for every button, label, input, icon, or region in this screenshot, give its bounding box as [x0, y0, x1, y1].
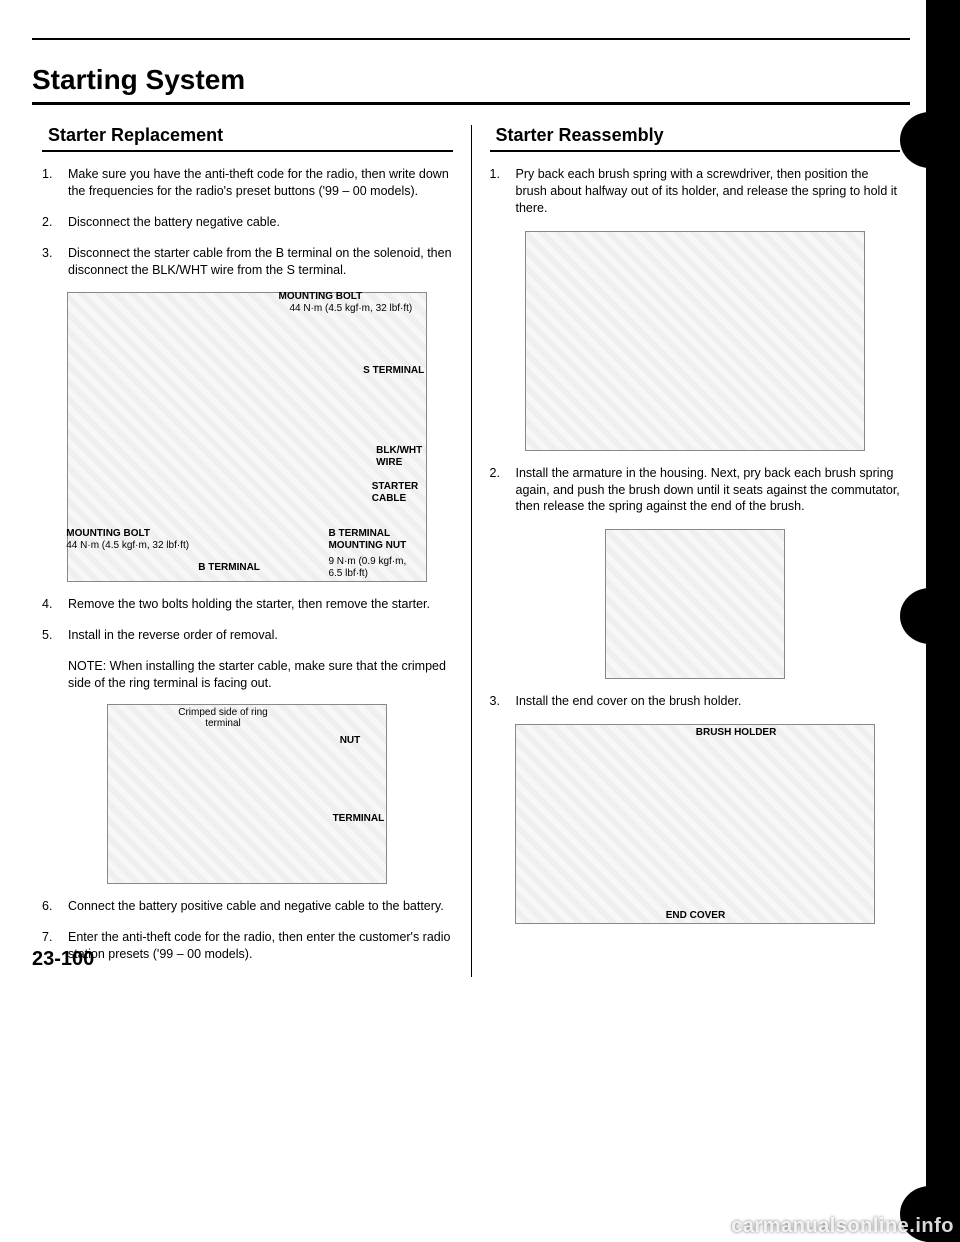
- steps-right-3: Install the end cover on the brush holde…: [490, 693, 901, 710]
- step: Enter the anti-theft code for the radio,…: [42, 929, 453, 963]
- label-s-terminal: S TERMINAL: [363, 365, 424, 377]
- steps-right-2: Install the armature in the housing. Nex…: [490, 465, 901, 516]
- diagram-ring-terminal: Crimped side of ring terminal NUT TERMIN…: [42, 704, 453, 884]
- label-mounting-bolt-left-spec: 44 N·m (4.5 kgf·m, 32 lbf·ft): [66, 540, 189, 552]
- label-brush-holder: BRUSH HOLDER: [696, 727, 777, 739]
- step: Disconnect the starter cable from the B …: [42, 245, 453, 279]
- columns: Starter Replacement Make sure you have t…: [32, 125, 910, 977]
- step: Remove the two bolts holding the starter…: [42, 596, 453, 613]
- steps-left-3: Connect the battery positive cable and n…: [42, 898, 453, 963]
- step: Install in the reverse order of removal.: [42, 627, 453, 644]
- label-mounting-bolt-top: MOUNTING BOLT: [279, 291, 363, 303]
- diagram-end-cover: BRUSH HOLDER END COVER: [490, 724, 901, 924]
- step: Make sure you have the anti-theft code f…: [42, 166, 453, 200]
- label-mounting-bolt-left: MOUNTING BOLT: [66, 528, 150, 540]
- note: NOTE: When installing the starter cable,…: [42, 658, 453, 692]
- section-title-right: Starter Reassembly: [490, 125, 901, 146]
- step: Pry back each brush spring with a screwd…: [490, 166, 901, 217]
- title-underline: [32, 102, 910, 105]
- title-overline: [32, 38, 910, 40]
- label-terminal: TERMINAL: [333, 813, 385, 825]
- label-mounting-bolt-top-spec: 44 N·m (4.5 kgf·m, 32 lbf·ft): [289, 303, 412, 315]
- step: Install the end cover on the brush holde…: [490, 693, 901, 710]
- page-content: Starting System Starter Replacement Make…: [0, 0, 960, 997]
- column-left: Starter Replacement Make sure you have t…: [32, 125, 472, 977]
- label-b-terminal-nut: B TERMINAL MOUNTING NUT: [328, 528, 406, 551]
- label-nut: NUT: [340, 735, 361, 747]
- section-underline: [490, 150, 901, 152]
- label-b-terminal: B TERMINAL: [198, 562, 260, 574]
- steps-left-1: Make sure you have the anti-theft code f…: [42, 166, 453, 278]
- step: Connect the battery positive cable and n…: [42, 898, 453, 915]
- steps-right-1: Pry back each brush spring with a screwd…: [490, 166, 901, 217]
- page-title: Starting System: [32, 64, 910, 96]
- label-b-terminal-nut-spec: 9 N·m (0.9 kgf·m, 6.5 lbf·ft): [328, 556, 406, 579]
- page-number: 23-100: [32, 948, 94, 971]
- label-blk-wht-wire: BLK/WHT WIRE: [376, 445, 422, 468]
- step: Disconnect the battery negative cable.: [42, 214, 453, 231]
- section-title-left: Starter Replacement: [42, 125, 453, 146]
- column-right: Starter Reassembly Pry back each brush s…: [472, 125, 911, 977]
- label-end-cover: END COVER: [666, 910, 725, 922]
- diagram-armature-install: [490, 529, 901, 679]
- diagram-brush-spring: [490, 231, 901, 451]
- steps-left-2: Remove the two bolts holding the starter…: [42, 596, 453, 644]
- label-starter-cable: STARTER CABLE: [372, 481, 418, 504]
- diagram-starter-exploded: MOUNTING BOLT 44 N·m (4.5 kgf·m, 32 lbf·…: [42, 292, 453, 582]
- watermark: carmanualsonline.info: [731, 1215, 954, 1238]
- step: Install the armature in the housing. Nex…: [490, 465, 901, 516]
- label-crimped: Crimped side of ring terminal: [178, 707, 267, 730]
- section-underline: [42, 150, 453, 152]
